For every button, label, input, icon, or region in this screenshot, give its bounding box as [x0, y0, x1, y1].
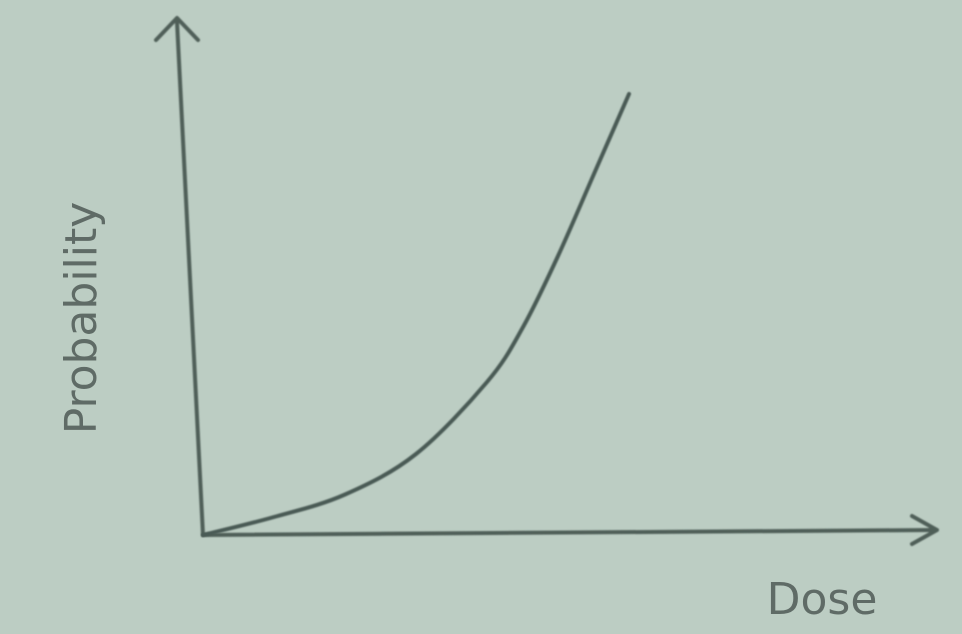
x-axis-arrowhead [910, 514, 939, 546]
x-axis-label: Dose [767, 574, 878, 625]
series-layer [201, 92, 631, 537]
y-axis-arrowhead [154, 16, 200, 42]
y-axis-line [175, 20, 205, 537]
x-axis-line [201, 528, 937, 537]
chart-axes [154, 16, 939, 546]
series-line-0 [201, 92, 631, 537]
y-axis-label: Probability [56, 202, 107, 435]
